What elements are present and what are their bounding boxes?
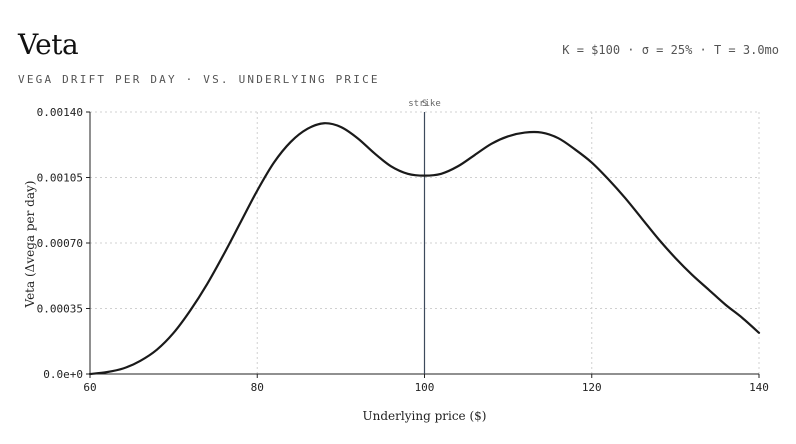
ticks: 0.0e+0 0.00035 0.00070 0.00105 0.00140 60 80 10…: [37, 106, 769, 394]
y-tick-label: 0.0e+0: [43, 368, 83, 381]
chart-title: Veta: [18, 28, 79, 61]
parameter-readout: K = $100 · σ = 25% · T = 3.0mo: [562, 43, 779, 57]
x-tick-label: 140: [749, 381, 769, 394]
y-tick-label: 0.00105: [37, 172, 83, 185]
series-line: [88, 122, 761, 376]
chart-subtitle: VEGA DRIFT PER DAY · VS. UNDERLYING PRIC…: [18, 73, 380, 86]
x-axis-label: Underlying price ($): [363, 409, 487, 423]
x-tick-label: 80: [251, 381, 264, 394]
strike-marker: strike S: [408, 99, 441, 374]
strike-marker-glyph: S: [422, 99, 427, 109]
y-tick-label: 0.00140: [37, 106, 83, 119]
y-tick-label: 0.00070: [37, 237, 83, 250]
x-tick-label: 60: [83, 381, 96, 394]
x-tick-label: 120: [582, 381, 602, 394]
y-axis-label: Veta (Δvega per day): [23, 181, 37, 309]
y-tick-label: 0.00035: [37, 303, 83, 316]
x-tick-label: 100: [415, 381, 435, 394]
strike-label: strike: [408, 99, 441, 109]
